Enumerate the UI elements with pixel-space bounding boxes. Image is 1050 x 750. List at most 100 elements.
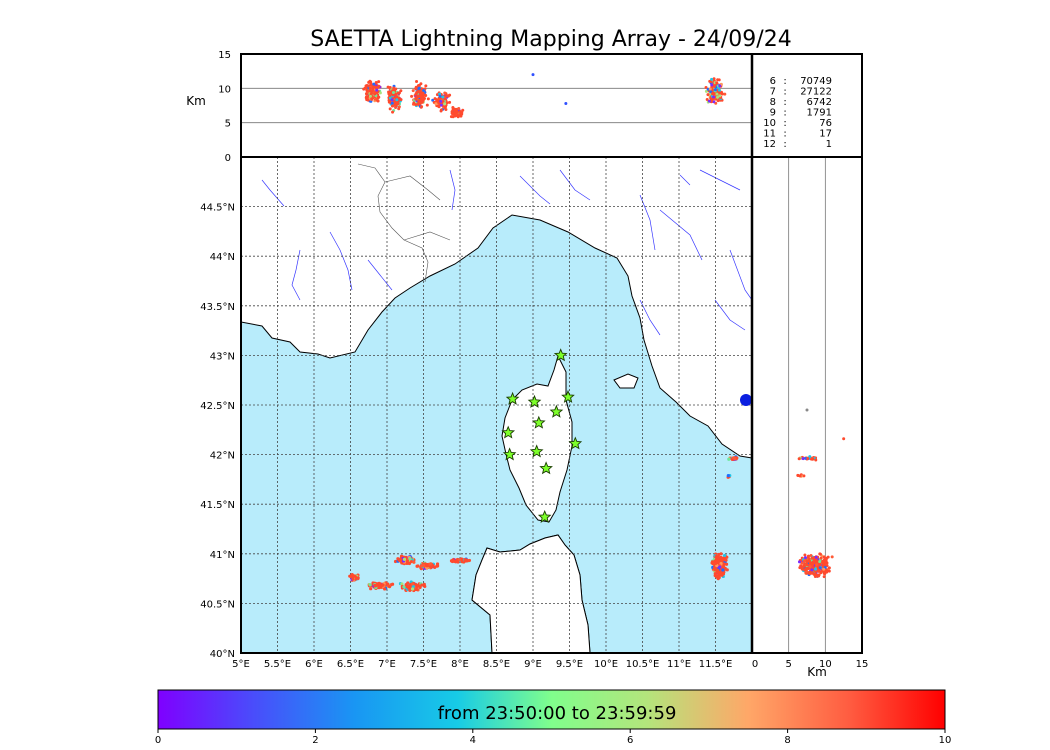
map-x-tick-label: 6°E <box>305 659 323 670</box>
top-source <box>417 83 421 87</box>
map-y-tick-label: 40°N <box>210 649 235 660</box>
map-x-tick-label: 5°E <box>232 659 250 670</box>
top-source <box>439 99 443 103</box>
top-source <box>410 94 414 98</box>
lightning-source <box>457 558 462 562</box>
map-x-tick-label: 10.5°E <box>626 659 660 670</box>
colorbar-tick-label: 8 <box>784 735 790 746</box>
lightning-source <box>718 570 722 575</box>
lightning-source <box>422 582 426 586</box>
top-source <box>377 84 381 88</box>
lightning-source <box>722 562 726 566</box>
top-source <box>373 92 377 96</box>
top-source <box>425 103 429 107</box>
count-value: 17 <box>819 129 832 140</box>
top-source <box>704 89 708 93</box>
lightning-source <box>721 568 725 572</box>
right-source <box>797 457 801 461</box>
top-source <box>390 101 394 105</box>
right-source <box>822 555 826 559</box>
lightning-source <box>381 583 385 587</box>
top-source <box>378 91 382 95</box>
top-source <box>416 94 420 98</box>
top-source <box>418 91 422 95</box>
station-star <box>502 447 517 461</box>
top-source <box>456 115 460 119</box>
lightning-source <box>412 560 416 564</box>
lightning-source <box>717 575 721 580</box>
map-y-tick-label: 40.5°N <box>200 599 235 610</box>
lightning-source <box>375 583 379 587</box>
top-source <box>365 95 369 99</box>
right-source <box>815 563 819 567</box>
lightning-source <box>467 558 472 563</box>
lightning-source <box>716 568 720 573</box>
lightning-source <box>402 585 406 589</box>
top-source <box>416 90 420 94</box>
right-source <box>805 559 809 563</box>
right-source <box>800 567 804 571</box>
map-y-tick-label: 41.5°N <box>200 500 235 511</box>
right-source <box>803 553 807 557</box>
right-source <box>814 567 818 571</box>
right-source <box>805 566 809 570</box>
top-source <box>716 99 720 103</box>
lightning-source <box>383 587 387 591</box>
lightning-source <box>369 587 373 591</box>
map-x-tick-label: 9.5°E <box>556 659 583 670</box>
lightning-source <box>714 561 718 565</box>
map-x-tick-label: 7.5°E <box>410 659 437 670</box>
lightning-source <box>400 582 404 586</box>
top-source <box>399 98 403 102</box>
top-y-tick-label: 15 <box>218 50 231 61</box>
right-source <box>818 566 822 570</box>
top-source <box>441 95 445 99</box>
station-star <box>505 391 520 405</box>
lightning-source <box>408 557 412 561</box>
top-source <box>710 77 714 81</box>
count-station-number: 7 <box>770 87 776 98</box>
lightning-source <box>351 577 355 581</box>
map-x-tick-label: 7°E <box>378 659 396 670</box>
right-source <box>842 437 846 441</box>
station-star <box>527 394 542 408</box>
lightning-source <box>415 564 419 568</box>
top-source <box>712 77 716 81</box>
top-source <box>417 86 421 90</box>
map-panel: 5°E 5.5°E 6°E 6.5°E 7°E 7.5°E 8°E 8.5°E 9°E 9.5°E… <box>200 157 752 670</box>
rivers <box>261 169 752 336</box>
lightning-source <box>455 559 459 563</box>
map-x-tick-label: 5.5°E <box>264 659 291 670</box>
top-source <box>390 104 394 108</box>
right-source <box>825 556 829 560</box>
station-star <box>529 444 544 458</box>
colorbar-ticks: 0 2 4 6 8 10 <box>155 729 951 746</box>
station-star <box>531 415 546 429</box>
corsica-island <box>501 354 573 523</box>
right-source <box>808 572 812 576</box>
count-value: 6742 <box>807 97 832 108</box>
count-station-number: 11 <box>763 129 776 140</box>
top-source <box>365 89 369 93</box>
count-station-number: 8 <box>770 97 776 108</box>
top-source <box>718 84 722 88</box>
station-star <box>537 509 552 523</box>
right-source <box>830 555 834 559</box>
right-source <box>808 565 812 569</box>
count-separator: : <box>783 76 786 87</box>
top-source <box>531 73 535 77</box>
top-source <box>420 100 424 104</box>
lightning-source <box>717 556 721 560</box>
top-source <box>392 86 396 90</box>
lightning-source <box>721 556 725 561</box>
top-source <box>419 93 423 97</box>
top-source <box>441 99 445 103</box>
lightning-source <box>719 552 723 556</box>
top-source <box>368 86 372 90</box>
right-source <box>806 456 810 460</box>
map-y-tick-label: 44.5°N <box>200 203 235 214</box>
lightning-source <box>721 564 725 569</box>
top-source <box>419 98 423 102</box>
top-source <box>368 89 372 93</box>
